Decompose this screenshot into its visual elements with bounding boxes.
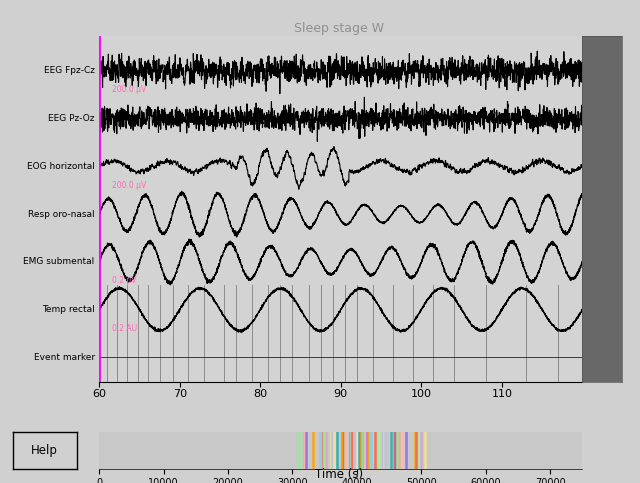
Text: EEG Fpz-Cz: EEG Fpz-Cz	[44, 66, 95, 75]
Text: Resp oro-nasal: Resp oro-nasal	[28, 210, 95, 219]
Text: EMG submental: EMG submental	[24, 257, 95, 266]
Text: 200.0 μV: 200.0 μV	[112, 85, 147, 94]
Text: 0.2 AU: 0.2 AU	[112, 324, 137, 333]
Text: Time (s): Time (s)	[315, 468, 364, 481]
Text: Help: Help	[31, 444, 58, 457]
Text: 0.2 μV: 0.2 μV	[112, 276, 136, 285]
Text: 200.0 μV: 200.0 μV	[112, 181, 147, 190]
Text: Event marker: Event marker	[33, 353, 95, 362]
Text: Temp rectal: Temp rectal	[42, 305, 95, 314]
Text: EEG Pz-Oz: EEG Pz-Oz	[48, 114, 95, 123]
Text: EOG horizontal: EOG horizontal	[27, 162, 95, 171]
Text: Sleep stage W: Sleep stage W	[294, 22, 384, 35]
